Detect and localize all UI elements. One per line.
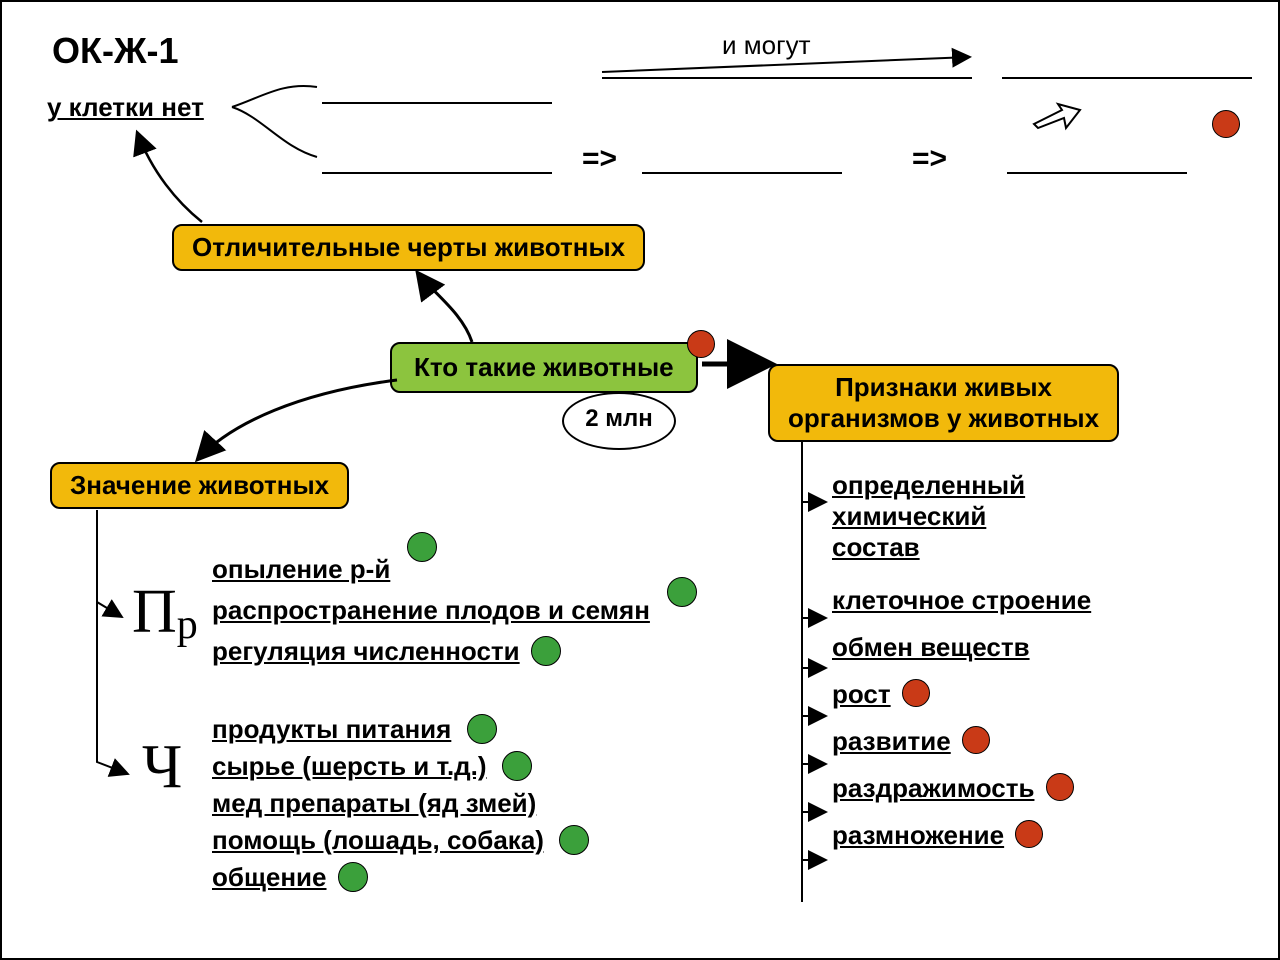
list-item: сырье (шерсть и т.д.) xyxy=(212,751,589,782)
two-million-ellipse: 2 млн xyxy=(562,392,676,450)
list-item: распространение плодов и семян xyxy=(212,595,650,626)
green-dot-icon xyxy=(502,751,532,781)
outline-arrow-icon xyxy=(1032,102,1082,132)
red-dot-icon xyxy=(902,679,930,707)
list-item: размножение xyxy=(832,820,1091,851)
blank-line xyxy=(642,172,842,174)
blank-line xyxy=(322,102,552,104)
list-item: помощь (лошадь, собака) xyxy=(212,825,589,856)
group1-marker: Пр xyxy=(132,577,198,649)
list-item: общение xyxy=(212,862,589,893)
importance-group1: опыление р-й распространение плодов и се… xyxy=(212,554,650,667)
blank-line xyxy=(1007,172,1187,174)
arrow-symbol: => xyxy=(912,142,947,176)
group2-marker: Ч xyxy=(142,732,182,803)
signs-box-line2: организмов у животных xyxy=(788,403,1099,433)
list-item: регуляция численности xyxy=(212,636,650,667)
blank-line xyxy=(602,77,972,79)
diagram-canvas: ОК-Ж-1 у клетки нет и могут => => Отличи… xyxy=(0,0,1280,960)
and-can-label: и могут xyxy=(722,30,810,61)
importance-box: Значение животных xyxy=(50,462,349,509)
list-item: опыление р-й xyxy=(212,554,650,585)
list-item: определенный химический состав xyxy=(832,470,1091,563)
list-item: продукты питания xyxy=(212,714,589,745)
importance-group2: продукты питания сырье (шерсть и т.д.) м… xyxy=(212,714,589,893)
green-dot-icon xyxy=(531,636,561,666)
distinctive-box: Отличительные черты животных xyxy=(172,224,645,271)
page-title: ОК-Ж-1 xyxy=(52,30,179,72)
red-dot-icon xyxy=(687,330,715,358)
cell-has-no-label: у клетки нет xyxy=(47,92,204,123)
red-dot-icon xyxy=(1015,820,1043,848)
list-item: раздражимость xyxy=(832,773,1091,804)
signs-box: Признаки живых организмов у животных xyxy=(768,364,1119,442)
signs-box-line1: Признаки живых xyxy=(835,372,1052,402)
green-dot-icon xyxy=(407,532,437,562)
central-box: Кто такие животные xyxy=(390,342,698,393)
list-item: клеточное строение xyxy=(832,585,1091,616)
green-dot-icon xyxy=(667,577,697,607)
red-dot-icon xyxy=(1212,110,1240,138)
list-item: развитие xyxy=(832,726,1091,757)
list-item: мед препараты (яд змей) xyxy=(212,788,589,819)
green-dot-icon xyxy=(467,714,497,744)
green-dot-icon xyxy=(338,862,368,892)
red-dot-icon xyxy=(1046,773,1074,801)
blank-line xyxy=(322,172,552,174)
red-dot-icon xyxy=(962,726,990,754)
green-dot-icon xyxy=(559,825,589,855)
arrow-symbol: => xyxy=(582,142,617,176)
signs-list: определенный химический состав клеточное… xyxy=(832,470,1091,851)
list-item: рост xyxy=(832,679,1091,710)
list-item: обмен веществ xyxy=(832,632,1091,663)
blank-line xyxy=(1002,77,1252,79)
